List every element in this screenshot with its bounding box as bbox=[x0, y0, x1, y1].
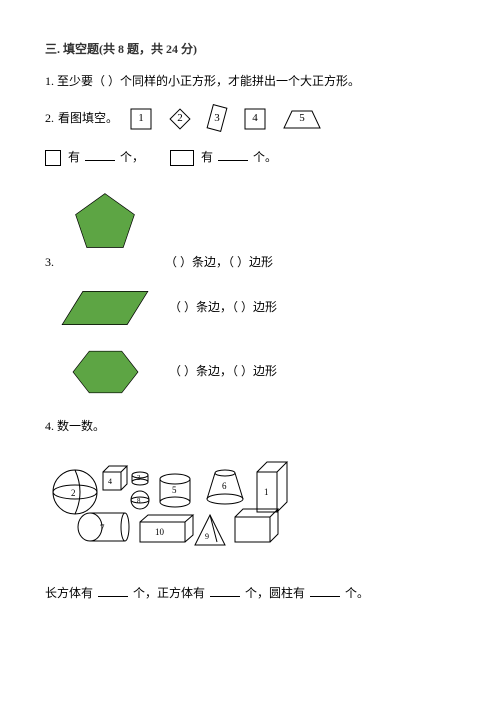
question-3: 3. （ ）条边，（ ）边形 （ ）条边，（ ）边形 bbox=[45, 188, 455, 398]
section-title: 三. 填空题(共 8 题，共 24 分) bbox=[45, 40, 455, 57]
q1-text-b: ）个同样的小正方形，才能拼出一个大正方形。 bbox=[108, 74, 360, 88]
svg-text:5: 5 bbox=[172, 485, 177, 495]
question-4: 4. 数一数。 2 4 8 bbox=[45, 416, 455, 605]
q2-shape-5: 5 bbox=[282, 106, 322, 132]
pentagon-cell bbox=[45, 188, 165, 258]
svg-text:4: 4 bbox=[108, 477, 112, 486]
blank-input[interactable] bbox=[218, 148, 248, 161]
svg-text:6: 6 bbox=[222, 481, 227, 491]
svg-text:1: 1 bbox=[264, 487, 269, 497]
blank-input[interactable] bbox=[210, 584, 240, 597]
small-rect-icon bbox=[170, 150, 194, 166]
q4-fill-row: 长方体有 个，正方体有 个，圆柱有 个。 bbox=[45, 583, 455, 605]
q3-text: （ ）条边，（ ）边形 bbox=[169, 361, 277, 383]
question-2: 2. 看图填空。 1 2 3 4 5 bbox=[45, 103, 455, 169]
q4-solids-diagram: 2 4 8 3 bbox=[45, 447, 455, 565]
q2-shape-3: 3 bbox=[202, 103, 232, 135]
q2-label-5: 5 bbox=[299, 109, 305, 129]
q2-label-1: 1 bbox=[138, 109, 144, 129]
svg-text:7: 7 bbox=[100, 523, 105, 533]
hexagon-icon bbox=[68, 346, 143, 398]
svg-text:10: 10 bbox=[155, 527, 165, 537]
q4-bottom-d: 个。 bbox=[345, 586, 369, 600]
q2-shapes-row: 2. 看图填空。 1 2 3 4 5 bbox=[45, 103, 455, 135]
q2-label-4: 4 bbox=[252, 109, 258, 129]
q2-fill-row: 有 个， 有 个。 bbox=[45, 147, 455, 169]
q4-num: 4. bbox=[45, 419, 54, 433]
q3-text: （ ）条边，（ ）边形 bbox=[165, 252, 273, 274]
question-1: 1. 至少要（ ）个同样的小正方形，才能拼出一个大正方形。 bbox=[45, 71, 455, 93]
parallelogram-icon bbox=[60, 284, 150, 332]
q2-num: 2. bbox=[45, 108, 54, 130]
blank-input[interactable] bbox=[98, 584, 128, 597]
q2-shape-4: 4 bbox=[242, 106, 268, 132]
svg-text:9: 9 bbox=[205, 532, 209, 541]
q2-shape-2: 2 bbox=[164, 103, 196, 135]
q3-row-2: （ ）条边，（ ）边形 bbox=[45, 284, 455, 332]
pentagon-icon bbox=[66, 188, 144, 258]
q4-bottom-c: 个，圆柱有 bbox=[245, 586, 305, 600]
q2-fill-b1: 有 bbox=[201, 150, 213, 164]
q2-label: 看图填空。 bbox=[58, 108, 118, 130]
small-square-icon bbox=[45, 150, 61, 166]
blank-input[interactable] bbox=[85, 148, 115, 161]
q3-row-1 bbox=[45, 188, 455, 258]
parallelogram-cell bbox=[45, 284, 165, 332]
q2-label-3: 3 bbox=[214, 109, 220, 129]
hexagon-cell bbox=[45, 346, 165, 398]
q3-num: 3. bbox=[45, 252, 57, 274]
q2-fill-a2: 个， bbox=[120, 150, 144, 164]
q4-bottom-b: 个，正方体有 bbox=[133, 586, 205, 600]
svg-text:2: 2 bbox=[71, 488, 76, 498]
blank-input[interactable] bbox=[310, 584, 340, 597]
q2-shape-1: 1 bbox=[128, 106, 154, 132]
svg-text:3: 3 bbox=[137, 474, 141, 482]
q2-fill-b2: 个。 bbox=[253, 150, 277, 164]
worksheet-page: 三. 填空题(共 8 题，共 24 分) 1. 至少要（ ）个同样的小正方形，才… bbox=[0, 0, 500, 708]
q1-num: 1. bbox=[45, 74, 54, 88]
svg-text:8: 8 bbox=[137, 497, 141, 505]
q2-label-2: 2 bbox=[177, 109, 183, 129]
q4-bottom-a: 长方体有 bbox=[45, 586, 93, 600]
q3-text: （ ）条边，（ ）边形 bbox=[169, 297, 277, 319]
q4-label: 数一数。 bbox=[57, 419, 105, 433]
q2-fill-a1: 有 bbox=[68, 150, 80, 164]
q3-row-3: （ ）条边，（ ）边形 bbox=[45, 346, 455, 398]
q1-text-a: 至少要（ bbox=[57, 74, 105, 88]
